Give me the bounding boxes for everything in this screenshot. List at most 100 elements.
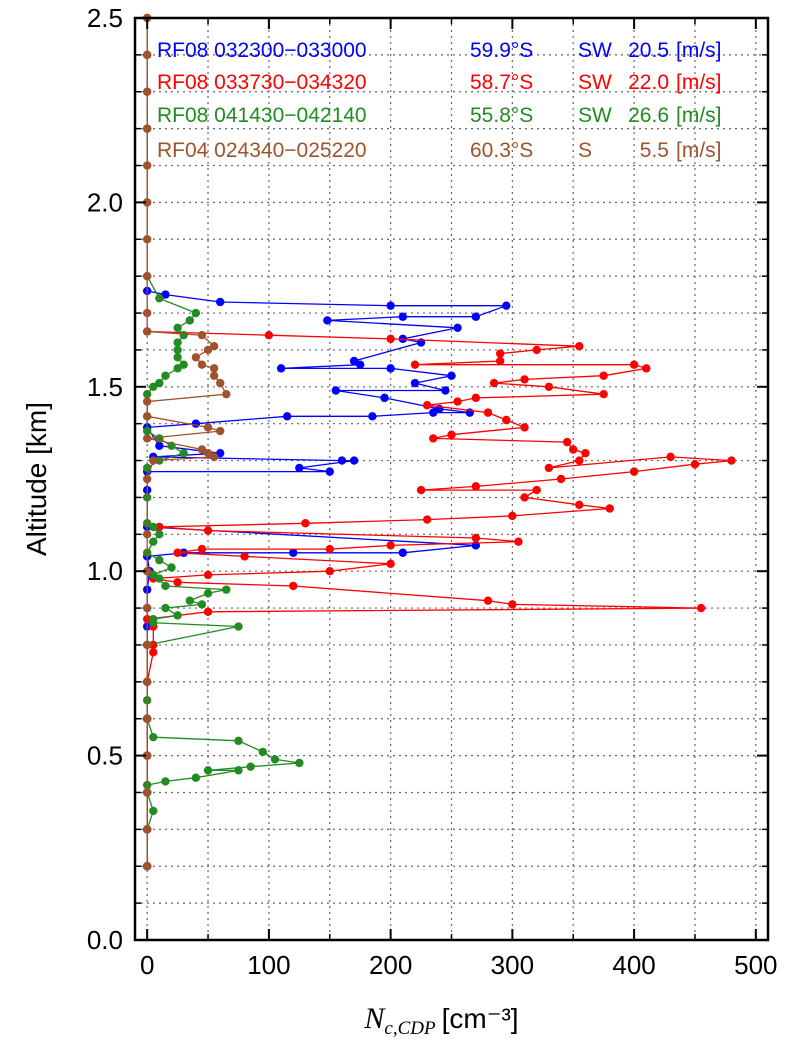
data-point	[149, 618, 158, 628]
data-point	[483, 596, 493, 605]
data-point	[289, 581, 298, 591]
data-point	[142, 327, 152, 336]
series-4	[142, 13, 231, 871]
data-point	[532, 485, 541, 495]
data-point	[216, 378, 225, 388]
data-point	[142, 426, 152, 436]
data-point	[234, 766, 243, 775]
series-layer	[142, 13, 736, 871]
data-point	[149, 806, 158, 816]
data-point	[185, 596, 194, 605]
data-point	[471, 482, 481, 491]
data-point	[295, 758, 304, 768]
legend-wind-direction: SW	[578, 71, 612, 94]
data-point	[453, 323, 462, 332]
data-point	[203, 570, 213, 580]
data-point	[203, 526, 213, 535]
data-point	[155, 555, 164, 565]
y-tick-label: 2.5	[87, 3, 123, 33]
data-point	[337, 456, 347, 465]
data-point	[356, 360, 365, 369]
legend-series-name: RF08 033730−034320	[157, 71, 367, 94]
data-point	[173, 345, 182, 355]
data-point	[173, 548, 182, 557]
data-point	[222, 389, 231, 399]
data-point	[483, 408, 493, 417]
data-point	[295, 463, 304, 473]
data-point	[325, 567, 334, 576]
data-point	[581, 448, 590, 458]
data-point	[155, 574, 164, 583]
data-point	[349, 456, 359, 465]
data-point	[508, 600, 517, 609]
data-point	[599, 371, 608, 380]
data-point	[429, 408, 438, 417]
data-point	[142, 640, 152, 650]
x-tick-label: 100	[247, 950, 290, 980]
data-point	[179, 448, 188, 458]
legend-wind-direction: S	[578, 139, 592, 162]
data-point	[142, 161, 152, 170]
data-point	[173, 338, 182, 347]
data-point	[142, 825, 152, 834]
data-point	[203, 345, 213, 355]
data-point	[161, 371, 170, 380]
data-point	[605, 504, 614, 513]
data-point	[386, 364, 395, 373]
data-point	[325, 467, 334, 476]
data-point	[270, 755, 280, 764]
data-point	[191, 419, 201, 428]
data-point	[441, 386, 450, 395]
data-point	[276, 364, 286, 373]
data-point	[234, 736, 243, 746]
data-point	[666, 452, 675, 462]
data-point	[191, 353, 201, 362]
data-point	[410, 360, 420, 369]
data-point	[599, 389, 608, 399]
data-point	[149, 522, 158, 532]
x-axis-label-subscript: c,CDP	[384, 1018, 436, 1039]
x-tick-label: 200	[369, 950, 412, 980]
data-point	[179, 360, 188, 369]
data-point	[179, 330, 188, 340]
data-point	[386, 559, 395, 569]
legend-wind-unit: [m/s]	[676, 71, 722, 94]
data-point	[149, 732, 158, 742]
data-point	[422, 401, 432, 410]
data-point	[149, 648, 158, 657]
legend-latitude: 59.9°S	[470, 39, 533, 62]
data-point	[209, 452, 219, 462]
data-point	[422, 515, 432, 524]
data-point	[155, 522, 164, 532]
data-point	[690, 460, 700, 469]
data-point	[173, 611, 182, 620]
data-point	[191, 308, 201, 318]
data-point	[282, 412, 292, 421]
data-point	[197, 330, 207, 340]
data-point	[155, 441, 164, 451]
data-point	[173, 323, 182, 332]
legend-wind-unit: [m/s]	[676, 39, 722, 62]
legend-wind-speed: 5.5	[640, 139, 669, 162]
data-point	[380, 393, 389, 403]
data-point	[155, 530, 164, 539]
data-point	[429, 434, 438, 443]
data-point	[331, 386, 341, 395]
data-point	[142, 530, 152, 539]
data-point	[142, 751, 152, 760]
data-point	[203, 589, 213, 598]
legend-wind-speed: 22.0	[628, 71, 669, 94]
data-point	[161, 603, 170, 613]
x-tick-label: 500	[734, 950, 777, 980]
data-point	[398, 548, 408, 557]
data-point	[398, 312, 408, 321]
data-point	[167, 563, 176, 572]
x-axis-label-unit: [cm⁻³]	[442, 1003, 519, 1034]
data-point	[575, 456, 584, 465]
data-point	[532, 345, 541, 355]
data-point	[161, 290, 170, 299]
y-tick-label: 0.0	[87, 925, 123, 955]
data-point	[216, 448, 225, 458]
data-point	[197, 445, 207, 454]
data-point	[142, 271, 152, 281]
